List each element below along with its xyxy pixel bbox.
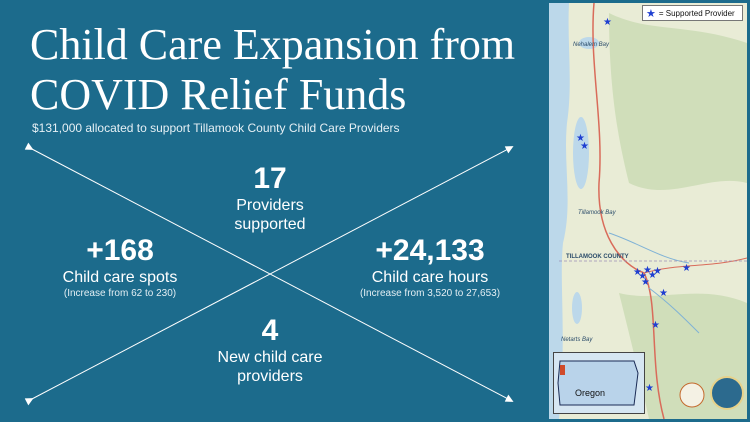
map-place-label: Tillamook Bay bbox=[578, 210, 616, 216]
oregon-inset-map bbox=[553, 352, 645, 414]
stat-label: Child care hours bbox=[371, 269, 489, 286]
provider-star-icon: ★ bbox=[645, 383, 654, 394]
provider-star-icon: ★ bbox=[638, 271, 647, 282]
stat-number: 17 bbox=[253, 162, 287, 195]
arrow-line-2 bbox=[24, 146, 514, 406]
inset-label: Oregon bbox=[575, 388, 606, 398]
star-icon: ★ bbox=[646, 7, 656, 20]
provider-star-icon: ★ bbox=[641, 277, 650, 288]
county-seal-logo bbox=[710, 376, 744, 410]
stat-new-providers: 4 New child care providers bbox=[195, 314, 345, 386]
provider-star-icon: ★ bbox=[603, 17, 612, 28]
slide-subtitle: $131,000 allocated to support Tillamook … bbox=[32, 121, 400, 135]
stat-label: supported bbox=[234, 216, 306, 233]
stat-note: (Increase from 62 to 230) bbox=[63, 288, 177, 299]
map-legend: ★ = Supported Provider bbox=[642, 5, 743, 21]
stat-child-care-hours: +24,133 Child care hours (Increase from … bbox=[345, 234, 515, 301]
county-map: ★ ★ ★ ★ ★ ★ ★ ★ ★ ★ ★ ★ ★ bbox=[549, 3, 747, 419]
oregon-shape bbox=[557, 360, 639, 406]
provider-star-icon: ★ bbox=[648, 270, 657, 281]
stat-number: +24,133 bbox=[375, 234, 485, 267]
provider-star-icon: ★ bbox=[659, 288, 668, 299]
stat-number: 4 bbox=[261, 314, 279, 347]
partner-tree-logo bbox=[679, 382, 705, 408]
diagonal-arrows bbox=[24, 142, 514, 406]
slide-title: Child Care Expansion from COVID Relief F… bbox=[30, 20, 516, 119]
stat-child-care-spots: +168 Child care spots (Increase from 62 … bbox=[40, 234, 200, 301]
provider-star-icon: ★ bbox=[653, 266, 662, 277]
stat-label: providers bbox=[237, 368, 303, 385]
stat-providers-supported: 17 Providers supported bbox=[200, 162, 340, 234]
stat-label: New child care bbox=[217, 349, 323, 366]
provider-star-icon: ★ bbox=[643, 265, 652, 276]
provider-star-icon: ★ bbox=[633, 267, 642, 278]
stat-number: +168 bbox=[86, 234, 154, 267]
map-place-label: Netarts Bay bbox=[561, 337, 593, 343]
provider-star-icon: ★ bbox=[580, 141, 589, 152]
map-place-label: Nehalem Bay bbox=[573, 42, 610, 48]
provider-star-icon: ★ bbox=[576, 133, 585, 144]
provider-star-icon: ★ bbox=[682, 263, 691, 274]
stat-label: Providers bbox=[236, 197, 304, 214]
stat-label: Child care spots bbox=[62, 269, 178, 286]
stat-note: (Increase from 3,520 to 27,653) bbox=[359, 288, 501, 299]
legend-label: = Supported Provider bbox=[658, 8, 735, 18]
provider-star-icon: ★ bbox=[651, 320, 660, 331]
map-place-label: TILLAMOOK COUNTY bbox=[566, 254, 629, 260]
